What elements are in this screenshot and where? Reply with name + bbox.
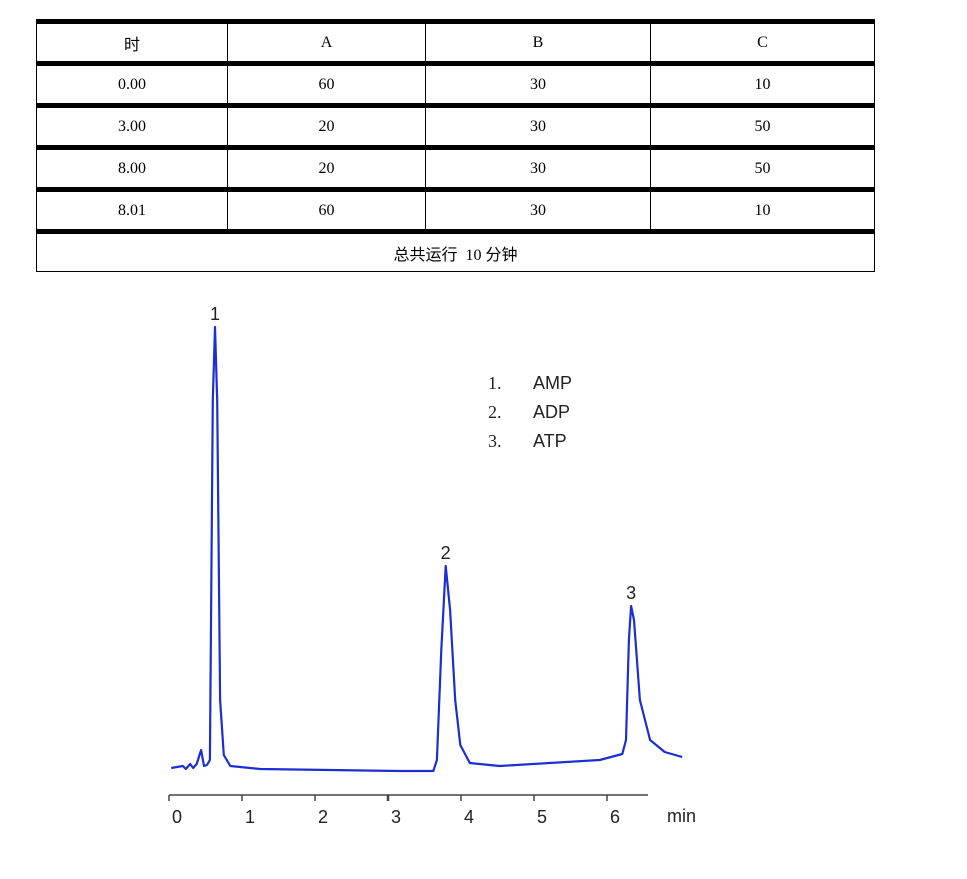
x-tick-label: 0 <box>172 807 182 827</box>
x-tick-label: 4 <box>464 807 474 827</box>
cell: 0.00 <box>36 61 228 106</box>
x-axis-label: min <box>667 806 696 826</box>
legend-entry: AMP <box>533 373 572 393</box>
header-cell: A <box>227 19 426 64</box>
cell: 50 <box>650 103 875 148</box>
table-footer-row: 总共运行 10 分钟 <box>36 229 875 272</box>
gradient-table: 时 A B C 0.00 60 30 10 3.00 20 30 50 8.00 20 30 50… <box>36 19 875 272</box>
legend-number: 1. <box>488 373 502 393</box>
legend-entry: ATP <box>533 431 567 451</box>
x-tick-label: 5 <box>537 807 547 827</box>
cell: 60 <box>227 61 426 106</box>
table-row: 8.00 20 30 50 <box>36 145 875 190</box>
peak-label: 3 <box>626 583 636 603</box>
x-tick-label: 2 <box>318 807 328 827</box>
x-tick-label: 6 <box>610 807 620 827</box>
total-runtime: 总共运行 10 分钟 <box>36 229 875 272</box>
cell: 8.01 <box>36 187 228 232</box>
table-header-row: 时 A B C <box>36 19 875 64</box>
cell: 30 <box>425 145 651 190</box>
legend-entry: ADP <box>533 402 570 422</box>
cell: 30 <box>425 103 651 148</box>
cell: 8.00 <box>36 145 228 190</box>
peak-label: 2 <box>441 543 451 563</box>
peak-label: 1 <box>210 304 220 324</box>
x-tick-label: 1 <box>245 807 255 827</box>
legend-number: 3. <box>488 431 502 451</box>
cell: 30 <box>425 187 651 232</box>
cell: 30 <box>425 61 651 106</box>
chromatogram-trace <box>171 325 683 773</box>
header-cell: 时 <box>36 19 228 64</box>
table-row: 8.01 60 30 10 <box>36 187 875 232</box>
cell: 50 <box>650 145 875 190</box>
cell: 60 <box>227 187 426 232</box>
legend-number: 2. <box>488 402 502 422</box>
x-tick-label: 3 <box>391 807 401 827</box>
